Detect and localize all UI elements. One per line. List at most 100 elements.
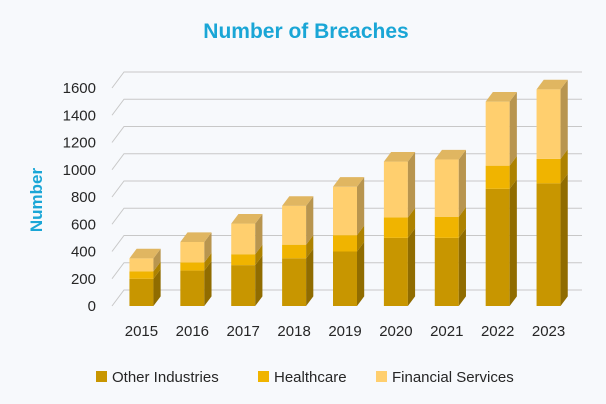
bar-side-other-industries-2019 bbox=[357, 241, 365, 306]
bar-financial-services-2023 bbox=[536, 89, 561, 159]
x-tick-label: 2018 bbox=[277, 323, 310, 340]
bar-healthcare-2020 bbox=[383, 217, 408, 238]
bar-financial-services-2015 bbox=[129, 258, 154, 272]
bars bbox=[129, 79, 568, 306]
y-tick-label: 600 bbox=[71, 216, 96, 233]
bar-healthcare-2021 bbox=[434, 216, 459, 238]
bar-top-2023 bbox=[536, 79, 568, 90]
bar-top-2017 bbox=[231, 213, 263, 224]
bar-financial-services-2016 bbox=[180, 241, 205, 263]
gridline bbox=[111, 98, 582, 116]
bar-other-industries-2017 bbox=[231, 265, 256, 306]
y-tick-label: 0 bbox=[88, 298, 96, 315]
bar-side-healthcare-2018 bbox=[306, 235, 314, 259]
legend-swatch-financial-services bbox=[376, 371, 387, 382]
bar-financial-services-2018 bbox=[282, 205, 307, 245]
bar-side-other-industries-2017 bbox=[255, 255, 263, 306]
bar-side-financial-services-2016 bbox=[204, 232, 212, 263]
bar-financial-services-2019 bbox=[333, 186, 357, 236]
gridline bbox=[111, 262, 582, 280]
bar-side-other-industries-2021 bbox=[458, 228, 466, 306]
bar-stack-2016 bbox=[180, 232, 212, 306]
bar-other-industries-2019 bbox=[333, 251, 357, 306]
gridline bbox=[111, 235, 582, 252]
bar-other-industries-2021 bbox=[434, 237, 459, 306]
x-tick-label: 2023 bbox=[532, 323, 565, 340]
bar-stack-2015 bbox=[129, 248, 161, 306]
y-tick-label: 1200 bbox=[63, 135, 96, 152]
bar-financial-services-2021 bbox=[434, 159, 459, 217]
x-axis-ticks: 2015 2016 2017 2018 2019 2020 2021 2022 2023 bbox=[125, 323, 565, 340]
x-tick-label: 2019 bbox=[328, 323, 361, 340]
bar-other-industries-2020 bbox=[383, 237, 408, 306]
gridline bbox=[111, 71, 582, 89]
bar-side-financial-services-2018 bbox=[306, 196, 314, 245]
legend-label-healthcare: Healthcare bbox=[274, 369, 347, 386]
gridlines bbox=[111, 71, 582, 307]
bar-healthcare-2018 bbox=[282, 244, 307, 259]
bar-top-2021 bbox=[434, 149, 466, 160]
x-tick-label: 2015 bbox=[125, 323, 158, 340]
bar-side-healthcare-2021 bbox=[458, 207, 466, 238]
bar-financial-services-2017 bbox=[231, 223, 256, 255]
bar-top-2022 bbox=[485, 92, 517, 102]
legend-swatch-healthcare bbox=[258, 371, 269, 382]
bar-top-2020 bbox=[383, 151, 416, 162]
bar-side-healthcare-2017 bbox=[255, 244, 263, 266]
x-tick-label: 2016 bbox=[176, 323, 209, 340]
y-axis-ticks: 0 200 400 600 800 1000 1200 1400 1600 bbox=[63, 80, 96, 315]
bar-top-2016 bbox=[180, 232, 212, 242]
bar-side-financial-services-2017 bbox=[255, 213, 263, 255]
bar-side-healthcare-2019 bbox=[357, 225, 365, 252]
bar-side-financial-services-2020 bbox=[407, 151, 416, 218]
bar-other-industries-2015 bbox=[129, 278, 154, 306]
bar-side-other-industries-2020 bbox=[407, 228, 416, 306]
legend-label-other-industries: Other Industries bbox=[112, 369, 219, 386]
bar-stack-2019 bbox=[333, 177, 365, 306]
y-axis-label: Number bbox=[27, 168, 46, 233]
bar-side-financial-services-2022 bbox=[509, 92, 517, 166]
gridline bbox=[111, 180, 582, 198]
bar-financial-services-2020 bbox=[383, 161, 408, 218]
y-tick-label: 1600 bbox=[63, 80, 96, 97]
bar-healthcare-2017 bbox=[231, 254, 256, 266]
bar-side-other-industries-2016 bbox=[204, 260, 212, 306]
bar-financial-services-2022 bbox=[485, 101, 510, 166]
x-tick-label: 2020 bbox=[379, 323, 412, 340]
bar-side-healthcare-2020 bbox=[407, 207, 416, 238]
bar-side-financial-services-2023 bbox=[560, 79, 568, 159]
bar-healthcare-2022 bbox=[485, 165, 510, 189]
bar-stack-2023 bbox=[536, 79, 568, 306]
bar-side-healthcare-2015 bbox=[153, 261, 161, 279]
bar-healthcare-2019 bbox=[333, 235, 357, 252]
x-tick-label: 2022 bbox=[481, 323, 514, 340]
bar-stack-2017 bbox=[231, 213, 263, 306]
bar-side-financial-services-2015 bbox=[153, 248, 161, 272]
bar-side-financial-services-2021 bbox=[458, 149, 466, 217]
bar-top-2018 bbox=[282, 196, 314, 206]
bar-stack-2018 bbox=[282, 196, 314, 306]
y-tick-label: 800 bbox=[71, 189, 96, 206]
gridline bbox=[111, 126, 582, 143]
bar-healthcare-2023 bbox=[536, 158, 561, 184]
bar-stack-2020 bbox=[383, 151, 416, 306]
bar-side-other-industries-2022 bbox=[509, 179, 517, 306]
y-tick-label: 400 bbox=[71, 244, 96, 261]
bar-side-other-industries-2023 bbox=[560, 173, 568, 306]
gridline bbox=[111, 153, 582, 171]
gridline bbox=[111, 207, 582, 225]
bar-other-industries-2018 bbox=[282, 258, 307, 306]
bar-side-healthcare-2022 bbox=[509, 156, 517, 189]
chart-title: Number of Breaches bbox=[203, 20, 408, 43]
bar-healthcare-2016 bbox=[180, 262, 205, 271]
bar-other-industries-2016 bbox=[180, 270, 205, 306]
legend-swatch-other-industries bbox=[96, 371, 107, 382]
bar-side-other-industries-2018 bbox=[306, 248, 314, 306]
bar-stack-2022 bbox=[485, 92, 517, 306]
bar-top-2019 bbox=[333, 177, 365, 187]
bar-top-2015 bbox=[129, 248, 161, 259]
x-tick-label: 2021 bbox=[430, 323, 463, 340]
bar-side-other-industries-2015 bbox=[153, 269, 161, 306]
bar-side-financial-services-2019 bbox=[357, 177, 365, 236]
